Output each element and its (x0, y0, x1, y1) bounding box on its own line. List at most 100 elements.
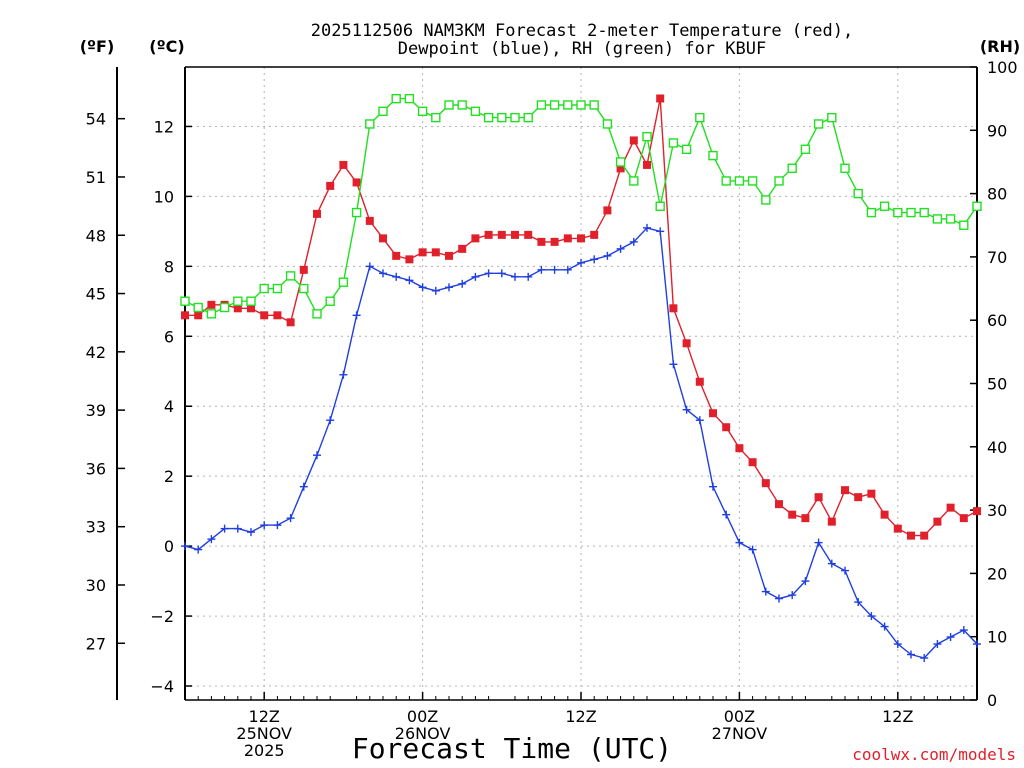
dewpoint-point (590, 255, 599, 264)
rh-point (510, 112, 520, 123)
dewpoint-point (181, 542, 189, 551)
rh-point (589, 100, 599, 110)
rh-point (866, 207, 877, 218)
dewpoint-point (841, 566, 849, 575)
2-meter-temperature-point (959, 514, 968, 523)
dewpoint-point (379, 269, 387, 278)
dewpoint-point (537, 265, 546, 274)
rh-point (695, 112, 705, 123)
dewpoint-point (207, 535, 216, 544)
fahrenheit-tick-label: 36 (86, 459, 106, 478)
fahrenheit-tick-label: 45 (86, 285, 106, 304)
2-meter-temperature-point (920, 531, 929, 540)
fahrenheit-tick-label: 42 (86, 343, 106, 362)
2-meter-temperature-point (695, 377, 704, 386)
dewpoint-point (313, 451, 321, 460)
celsius-tick-label: 6 (164, 327, 174, 346)
rh-point (629, 176, 639, 186)
dewpoint-point (801, 577, 810, 586)
rh-point (272, 283, 283, 294)
dewpoint-point (827, 559, 836, 568)
x-tick-label: 2025 (244, 741, 285, 760)
dewpoint-point (629, 237, 638, 246)
2-meter-temperature-point (775, 500, 783, 509)
dewpoint-point (669, 360, 678, 369)
2-meter-temperature-point (722, 423, 731, 432)
celsius-tick-label: −2 (150, 607, 174, 626)
rh-tick-label: 0 (987, 691, 997, 710)
2-meter-temperature-point (973, 507, 981, 516)
2-meter-temperature-point (339, 160, 348, 169)
celsius-tick-label: 0 (164, 537, 174, 556)
2-meter-temperature-point (893, 524, 902, 533)
2-meter-temperature-point (867, 489, 876, 498)
dewpoint-point (524, 272, 533, 281)
dewpoint-point (445, 283, 453, 292)
dewpoint-point (194, 545, 203, 554)
dewpoint-point (775, 594, 783, 603)
2-meter-temperature-point (616, 164, 625, 173)
rh-point (893, 207, 903, 218)
celsius-tick-label: 4 (164, 397, 174, 416)
2-meter-temperature-point (537, 237, 546, 246)
2-meter-temperature-point (207, 300, 216, 309)
dewpoint-series (181, 223, 981, 663)
rh-tick-label: 20 (987, 564, 1007, 583)
dewpoint-point (722, 510, 731, 519)
2-meter-temperature-point (313, 209, 321, 218)
rh-point (774, 176, 784, 186)
dewpoint-point (339, 370, 348, 379)
rh-point (536, 100, 547, 110)
rh-point (721, 176, 731, 186)
rh-point (431, 112, 441, 123)
dewpoint-point (299, 482, 308, 491)
axis-ticks: −4 −2 0 2 4 6 8 10 12 27 30 33 36 39 42 45 48 51 54 0 10 20 30… (86, 58, 1018, 760)
rh-tick-label: 50 (987, 375, 1007, 394)
2-meter-temperature-point (577, 234, 585, 243)
rh-point (879, 201, 890, 211)
rh-tick-label: 40 (987, 438, 1007, 457)
2-meter-temperature-point (233, 304, 242, 313)
dewpoint-point (788, 591, 797, 600)
dewpoint-point (458, 279, 467, 288)
rh-point (761, 195, 771, 205)
dewpoint-point (233, 524, 242, 533)
rh-point (219, 302, 230, 313)
rh-point (919, 207, 929, 218)
x-tick-label: 12Z (249, 707, 280, 726)
dewpoint-point (959, 626, 968, 635)
2-meter-temperature-point (761, 479, 770, 488)
rh-tick-label: 10 (987, 628, 1007, 647)
dewpoint-point (273, 521, 282, 530)
data-series (180, 93, 982, 663)
dewpoint-point (365, 262, 374, 271)
rh-point (312, 309, 322, 319)
dewpoint-point (973, 640, 981, 649)
rh-tick-label: 60 (987, 311, 1007, 330)
2-meter-temperature-point (484, 230, 493, 239)
celsius-tick-label: 8 (164, 257, 174, 276)
fahrenheit-tick-label: 30 (86, 576, 106, 595)
rh-point (325, 296, 335, 306)
x-axis-title: Forecast Time (UTC) (352, 732, 672, 765)
rh-point (655, 201, 665, 211)
2-meter-temperature-point (656, 94, 665, 103)
fahrenheit-tick-label: 39 (86, 401, 106, 420)
rh-point (180, 296, 190, 306)
dewpoint-point (511, 272, 519, 281)
dewpoint-point (405, 276, 414, 285)
dewpoint-point (603, 251, 612, 260)
rh-point (285, 271, 296, 281)
x-tick-label: 00Z (724, 707, 755, 726)
dewpoint-point (920, 654, 929, 663)
2-meter-temperature-point (854, 493, 863, 502)
celsius-tick-label: −4 (150, 677, 174, 696)
dewpoint-point (286, 514, 295, 523)
dewpoint-point (643, 223, 651, 232)
2-meter-temperature-point (907, 531, 915, 540)
fahrenheit-tick-label: 48 (86, 226, 106, 245)
dewpoint-point (577, 258, 585, 267)
2-meter-temperature-point (801, 514, 810, 523)
2-meter-temperature-point (247, 304, 255, 313)
dewpoint-point (392, 272, 401, 281)
